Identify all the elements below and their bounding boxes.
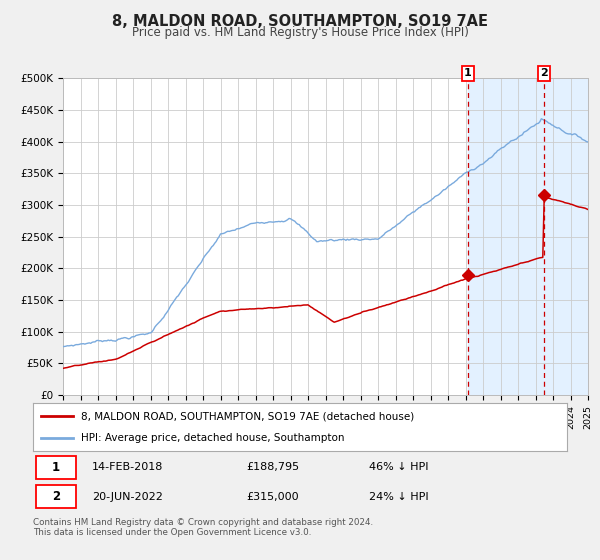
Text: 1: 1 [52,461,60,474]
Text: Price paid vs. HM Land Registry's House Price Index (HPI): Price paid vs. HM Land Registry's House … [131,26,469,39]
Text: 24% ↓ HPI: 24% ↓ HPI [370,492,429,502]
FancyBboxPatch shape [35,485,76,508]
Text: 8, MALDON ROAD, SOUTHAMPTON, SO19 7AE: 8, MALDON ROAD, SOUTHAMPTON, SO19 7AE [112,14,488,29]
Text: 20-JUN-2022: 20-JUN-2022 [92,492,163,502]
Text: 8, MALDON ROAD, SOUTHAMPTON, SO19 7AE (detached house): 8, MALDON ROAD, SOUTHAMPTON, SO19 7AE (d… [81,411,415,421]
Text: 1: 1 [464,68,472,78]
Text: £188,795: £188,795 [247,462,300,472]
Text: £315,000: £315,000 [247,492,299,502]
Text: HPI: Average price, detached house, Southampton: HPI: Average price, detached house, Sout… [81,433,344,443]
Text: 2: 2 [540,68,548,78]
Text: 46% ↓ HPI: 46% ↓ HPI [370,462,429,472]
FancyBboxPatch shape [35,456,76,479]
Bar [467,78,588,395]
Text: 14-FEB-2018: 14-FEB-2018 [92,462,163,472]
Text: Contains HM Land Registry data © Crown copyright and database right 2024.
This d: Contains HM Land Registry data © Crown c… [33,518,373,538]
Text: 2: 2 [52,490,60,503]
